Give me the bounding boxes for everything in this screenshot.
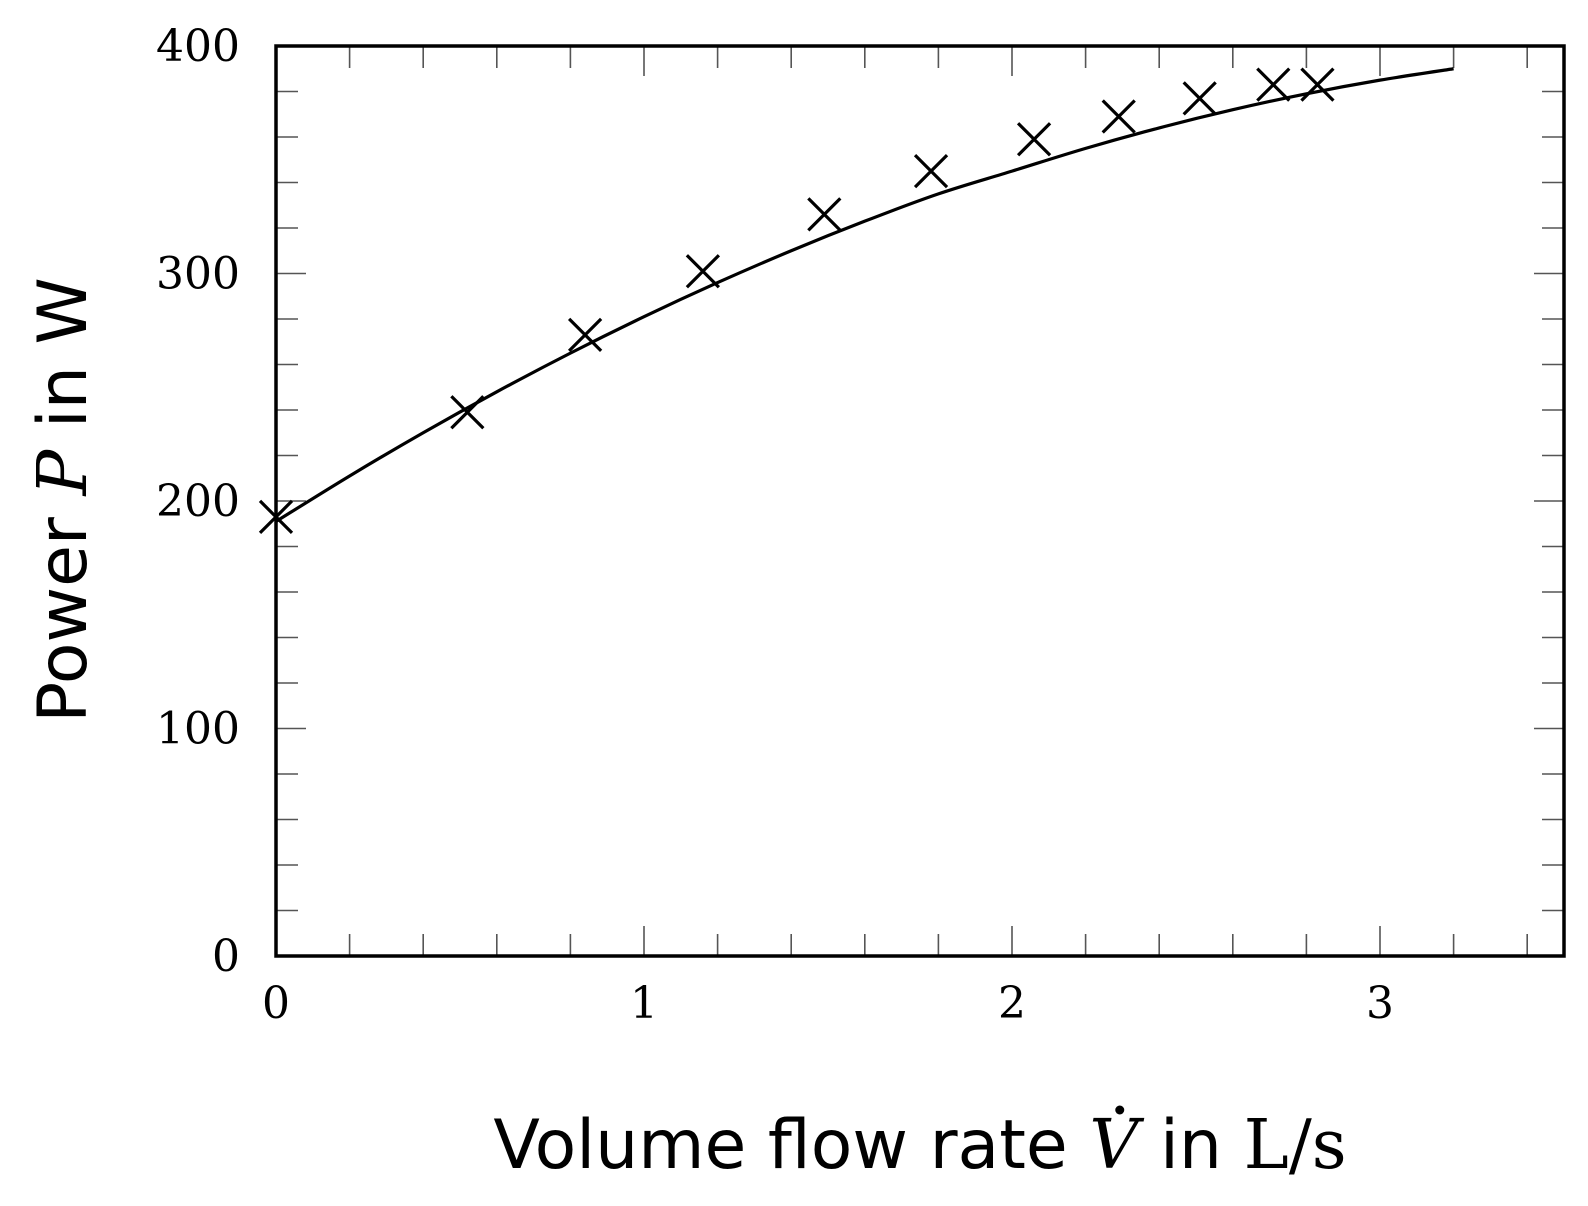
y-tick-label: 0 xyxy=(212,931,240,982)
y-tick-label: 200 xyxy=(156,476,240,527)
x-axis-symbol: V xyxy=(1089,1106,1144,1185)
plot-frame xyxy=(274,44,1566,958)
y-tick-label: 300 xyxy=(156,249,240,300)
data-point-x-marker xyxy=(913,153,949,189)
x-tick-label: 1 xyxy=(630,978,658,1029)
x-axis-label: Volume flow rate V in L/s xyxy=(493,1106,1346,1185)
y-tick-label: 100 xyxy=(156,704,240,755)
x-tick-label: 3 xyxy=(1366,978,1394,1029)
x-axis-unit: L/s xyxy=(1244,1106,1347,1185)
x-axis-symbol-dot xyxy=(1115,1105,1125,1115)
axis-ticks xyxy=(275,45,1564,957)
fit-curve-line xyxy=(275,67,1454,523)
tick-labels: 0 1 2 3 0 100 200 300 400 xyxy=(156,21,1394,1029)
data-point-x-marker xyxy=(685,254,721,289)
y-axis-symbol: P xyxy=(24,449,103,498)
y-tick-label: 400 xyxy=(156,21,240,72)
data-point-x-marker xyxy=(1101,99,1136,134)
data-point-x-marker xyxy=(807,197,842,232)
data-series xyxy=(258,67,1454,535)
data-point-x-marker xyxy=(567,317,603,353)
y-axis-label: Power P in W xyxy=(24,277,103,722)
data-point-x-marker xyxy=(1182,81,1217,116)
data-point-x-marker xyxy=(1300,67,1335,102)
data-point-x-marker xyxy=(1016,122,1052,157)
x-tick-label: 2 xyxy=(998,978,1026,1029)
data-point-x-marker xyxy=(1256,67,1291,102)
x-tick-label: 0 xyxy=(262,978,290,1029)
